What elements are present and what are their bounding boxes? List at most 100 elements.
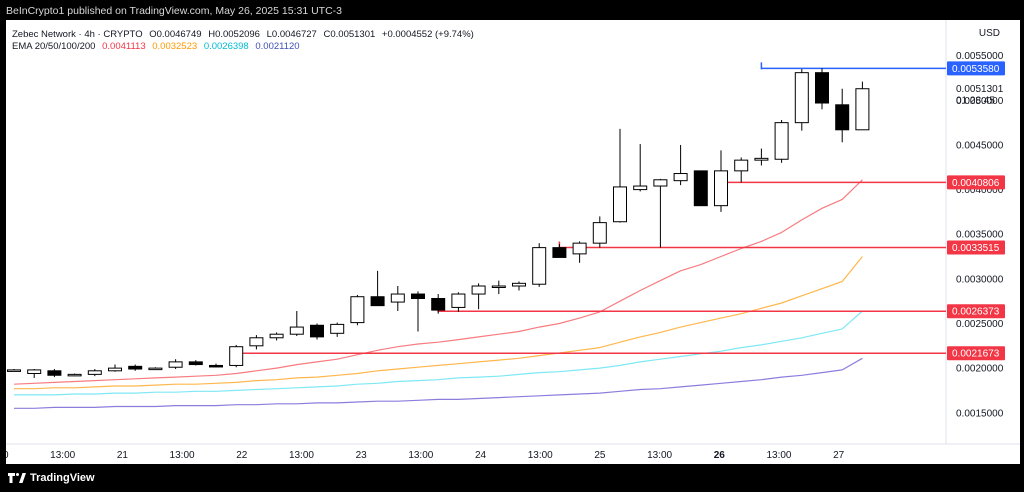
candle-body-down: [128, 365, 143, 370]
candle-body-up: [108, 367, 122, 372]
candle: [572, 241, 587, 263]
candle-body-down: [411, 293, 425, 300]
candle: [714, 150, 728, 212]
x-tick-label: 13:00: [408, 450, 433, 461]
candle: [491, 280, 506, 295]
candle: [592, 216, 607, 248]
candle-body-down: [370, 296, 385, 307]
y-tick-label: 0.0035000: [956, 230, 1004, 241]
bar-countdown-label: 01:28:45: [956, 96, 995, 107]
ohlc-close: C0.0051301: [323, 29, 376, 40]
x-tick-label: 13:00: [289, 450, 314, 461]
candle: [512, 281, 526, 291]
support-level-tag: [947, 346, 1005, 361]
ema-label: EMA 20/50/100/200: [12, 41, 96, 52]
symbol-title: Zebec Network · 4h · CRYPTO: [12, 29, 143, 40]
candle: [693, 170, 708, 207]
y-tick-label: 0.0015000: [956, 408, 1004, 419]
candle: [168, 359, 183, 370]
candle-body-up: [87, 370, 102, 375]
candle-body-down: [552, 247, 567, 258]
candle: [774, 119, 789, 163]
x-tick-label: 20: [6, 450, 9, 461]
ema100-value: 0.0026398: [203, 41, 249, 52]
y-tick-label: 0.0040000: [956, 185, 1004, 196]
candle: [633, 144, 648, 192]
candle-body-up: [653, 179, 668, 187]
ema-line-100: [14, 310, 863, 396]
candle: [754, 148, 769, 166]
x-tick-label: 13:00: [528, 450, 553, 461]
candle: [148, 367, 163, 371]
x-tick-label: 21: [117, 450, 129, 461]
candle-body-up: [67, 373, 82, 377]
candle: [532, 243, 547, 287]
candle-body-up: [774, 122, 789, 160]
candle: [653, 178, 668, 248]
ohlc-open: O0.0046749: [149, 29, 202, 40]
candle-body-up: [289, 326, 304, 335]
ema-legend: EMA 20/50/100/200 0.0041113 0.0032523 0.…: [12, 41, 300, 52]
candle-body-down: [835, 104, 850, 131]
candle: [27, 369, 42, 378]
candle-body-up: [633, 185, 648, 191]
candle: [67, 373, 82, 377]
publish-attribution: BeInCrypto1 published on TradingView.com…: [6, 5, 342, 17]
support-level-label: 0.0021673: [952, 349, 1000, 360]
support-level-tag: [947, 304, 1005, 319]
candle: [108, 364, 122, 372]
candle: [855, 81, 870, 131]
candle-body-up: [350, 296, 365, 324]
currency-label[interactable]: USD: [978, 28, 1000, 39]
candle: [552, 244, 567, 258]
candle-body-up: [27, 369, 42, 374]
support-level-label: 0.0033515: [952, 243, 1000, 254]
ema20-value: 0.0041113: [102, 41, 146, 52]
candle: [794, 69, 809, 131]
candle-body-up: [249, 337, 264, 347]
x-tick-label: 22: [236, 450, 248, 461]
ema-line-200: [14, 357, 863, 409]
candle: [330, 322, 345, 337]
ohlc-low: L0.0046727: [266, 29, 317, 40]
candle: [390, 286, 405, 311]
x-tick-label: 23: [356, 450, 368, 461]
candle-body-up: [269, 333, 284, 339]
resistance-level-label: 0.0053580: [952, 64, 1000, 75]
candle-body-down: [693, 170, 708, 207]
price-chart[interactable]: 0.0015000 0.0020000 0.0025000 0.0030000 0.00…: [6, 20, 1020, 464]
candle-body-up: [532, 247, 547, 285]
footer-bar: TradingView: [0, 464, 1024, 492]
candle: [835, 88, 850, 143]
candle-body-up: [673, 173, 688, 182]
x-tick-label: 27: [833, 450, 845, 461]
candle: [47, 369, 62, 378]
candle: [128, 364, 143, 371]
candle-body-up: [613, 186, 627, 223]
candle: [370, 270, 385, 307]
candle: [350, 294, 365, 326]
candle: [673, 144, 688, 186]
ema-line-20: [13, 179, 863, 385]
support-level-tag: [947, 175, 1005, 190]
resistance-level-tag: [947, 61, 1005, 76]
ema200-value: 0.0021120: [255, 41, 300, 52]
candle: [815, 68, 829, 110]
candle-body-down: [431, 298, 446, 311]
last-price-label: 0.0051301: [956, 84, 1004, 95]
candle-body-up: [148, 367, 163, 371]
tradingview-brand[interactable]: TradingView: [8, 472, 95, 484]
brand-label: TradingView: [30, 472, 95, 484]
candle-body-down: [209, 364, 223, 368]
candle-body-up: [714, 170, 728, 207]
candle: [87, 369, 102, 377]
y-tick-label: 0.0045000: [956, 140, 1004, 151]
candle: [249, 335, 264, 350]
chart-panel[interactable]: 0.0015000 0.0020000 0.0025000 0.0030000 0.00…: [6, 20, 1020, 464]
candle-body-up: [794, 72, 809, 124]
candle-body-down: [310, 324, 324, 338]
candle-body-up: [592, 222, 607, 244]
y-tick-label: 0.0055000: [956, 51, 1004, 62]
candle: [209, 363, 223, 368]
